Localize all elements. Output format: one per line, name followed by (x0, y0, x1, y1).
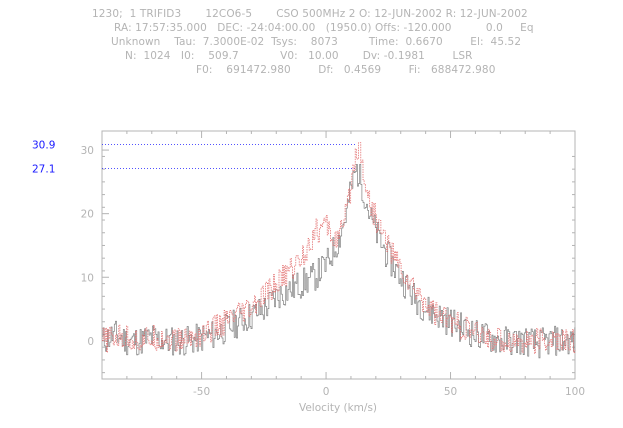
y-tick-label: 30 (81, 145, 94, 157)
spectrum-series (102, 142, 576, 359)
tick-labels: -50 0 50 100 0 10 20 30 (81, 145, 585, 398)
y-tick-label: 10 (81, 272, 94, 284)
spectrum-series-1 (102, 163, 576, 359)
header-line-4: N: 1024 I0: 509.7 V0: 10.00 Dv: -0.1981 … (125, 50, 473, 62)
x-tick-label: 100 (565, 386, 585, 398)
peak-markers: 30.9 27.1 (32, 139, 356, 176)
header-line-1: 1230; 1 TRIFID3 12CO6-5 CSO 500MHz 2 O: … (92, 8, 528, 20)
header-line-5: F0: 691472.980 Df: 0.4569 Fi: 688472.980 (196, 64, 496, 76)
tick-marks (102, 131, 576, 379)
marker-label: 30.9 (32, 139, 55, 151)
y-tick-label: 20 (81, 209, 94, 221)
x-tick-label: 50 (444, 386, 457, 398)
x-axis-title: Velocity (km/s) (299, 402, 377, 414)
spectrum-series-2 (102, 142, 576, 354)
header-line-2: RA: 17:57:35.000 DEC: -24:04:00.00 (1950… (114, 22, 534, 34)
marker-label: 27.1 (32, 164, 55, 176)
spectrum-header: 1230; 1 TRIFID3 12CO6-5 CSO 500MHz 2 O: … (0, 0, 623, 100)
y-tick-label: 0 (87, 336, 94, 348)
header-line-3: Unknown Tau: 7.3000E-02 Tsys: 8073 Time:… (111, 36, 522, 48)
x-tick-label: -50 (193, 386, 210, 398)
plot-frame (101, 130, 576, 380)
x-tick-label: 0 (323, 386, 330, 398)
